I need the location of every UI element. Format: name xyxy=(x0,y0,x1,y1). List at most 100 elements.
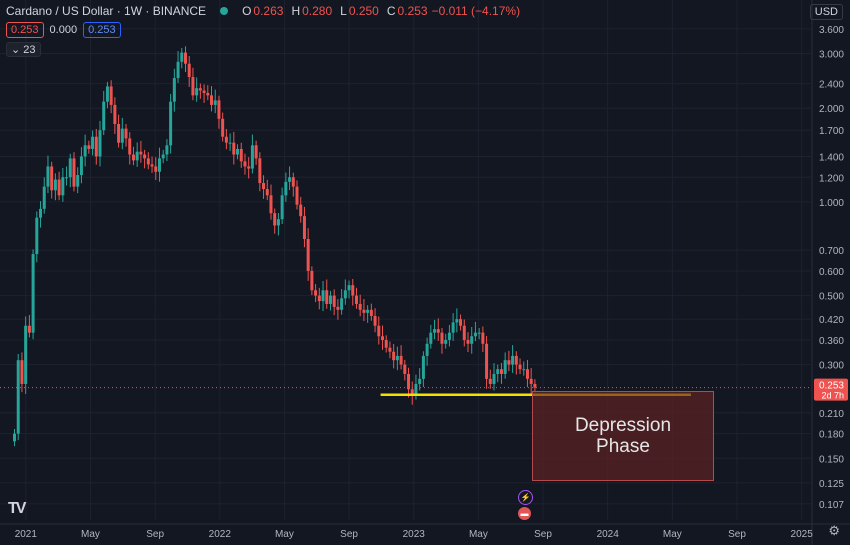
currency-button[interactable]: USD xyxy=(809,4,843,20)
candle xyxy=(124,123,128,147)
market-status-icon xyxy=(220,7,229,15)
candle-body xyxy=(366,309,370,313)
time-tick-label: Sep xyxy=(534,529,552,540)
buy-button[interactable]: 0.253 xyxy=(83,22,121,38)
candle-body xyxy=(288,177,292,182)
candle xyxy=(131,146,135,166)
candle-body xyxy=(217,100,221,119)
ohlc-open: O 0.263 xyxy=(238,4,283,18)
candle-body xyxy=(83,145,87,157)
candle xyxy=(522,361,526,376)
candle-body xyxy=(410,389,414,395)
price-tick-label: 3.600 xyxy=(819,25,844,36)
time-tick-label: May xyxy=(469,529,488,540)
candle xyxy=(477,328,481,340)
candle-body xyxy=(76,175,80,187)
candle-body xyxy=(421,355,425,379)
price-tick-label: 0.600 xyxy=(819,267,844,278)
candle-body xyxy=(381,336,385,340)
time-tick-label: 2024 xyxy=(597,529,620,540)
candle-body xyxy=(109,86,113,105)
candle-body xyxy=(310,270,314,291)
candle-body xyxy=(455,319,459,323)
candle xyxy=(135,142,139,167)
candle-body xyxy=(470,336,474,344)
chevron-down-icon: ⌄ xyxy=(11,44,21,56)
candle xyxy=(362,299,366,322)
candle-body xyxy=(146,158,150,165)
candle xyxy=(91,130,95,156)
candle-body xyxy=(306,238,310,271)
candle-body xyxy=(150,164,154,167)
candle xyxy=(418,368,422,391)
symbol-title[interactable]: Cardano / US Dollar · 1W · BINANCE xyxy=(6,4,207,18)
candle-body xyxy=(291,177,295,187)
candle-body xyxy=(321,290,325,302)
time-axis: 2021 May Sep 2022 May Sep 2023 May Sep 2024 May Sep… xyxy=(15,529,814,540)
candle-body xyxy=(39,208,43,218)
candle xyxy=(239,142,243,168)
candle xyxy=(262,175,266,199)
candle xyxy=(284,172,288,202)
candle-body xyxy=(20,360,24,384)
ohlc-high-value: 0.280 xyxy=(302,4,333,18)
candle-body xyxy=(131,154,135,161)
candle-body xyxy=(198,88,202,91)
candle xyxy=(518,358,522,375)
candle-body xyxy=(98,130,102,157)
candle-body xyxy=(273,213,277,226)
ohlc-low: L 0.250 xyxy=(336,4,379,18)
candle-body xyxy=(373,315,377,326)
last-price-label: 0.253 xyxy=(819,381,844,392)
candle-body xyxy=(525,369,529,379)
candle-body xyxy=(280,195,284,220)
time-tick-label: Sep xyxy=(340,529,358,540)
indicator-count: 23 xyxy=(23,44,36,56)
candle-body xyxy=(492,373,496,384)
candle-body xyxy=(258,158,262,184)
candle xyxy=(195,77,199,102)
candle-body xyxy=(403,364,407,374)
candle xyxy=(366,305,370,323)
candle xyxy=(172,68,176,112)
candle xyxy=(154,157,158,180)
candle xyxy=(473,321,477,342)
candle-body xyxy=(317,295,321,302)
candle xyxy=(325,279,329,309)
candle-body xyxy=(236,148,240,155)
candle-body xyxy=(117,123,121,143)
gear-icon[interactable]: ⚙ xyxy=(828,523,840,538)
ohlc-high: H 0.280 xyxy=(287,4,332,18)
candle-body xyxy=(135,151,139,161)
candle-body xyxy=(221,118,225,137)
time-tick-label: May xyxy=(81,529,100,540)
tradingview-logo[interactable]: TV xyxy=(8,500,27,518)
price-tick-label: 0.150 xyxy=(819,454,844,465)
candle xyxy=(351,278,355,306)
candle xyxy=(105,81,109,109)
candle xyxy=(206,85,210,101)
ohlc-close: C 0.253 xyxy=(383,4,428,18)
candle xyxy=(425,337,429,366)
candle-body xyxy=(176,61,180,79)
candle-body xyxy=(13,433,17,442)
candle-body xyxy=(161,154,165,159)
candle-body xyxy=(325,290,329,304)
indicators-toggle[interactable]: ⌄ 23 xyxy=(6,42,41,57)
sell-button[interactable]: 0.253 xyxy=(6,22,44,38)
time-tick-label: Sep xyxy=(146,529,164,540)
candle-body xyxy=(466,339,470,344)
candle-body xyxy=(485,343,489,379)
candle xyxy=(87,140,91,154)
candle xyxy=(146,152,150,170)
lightning-icon[interactable]: ⚡ xyxy=(518,490,533,505)
candle xyxy=(24,316,28,394)
candle xyxy=(169,93,173,154)
candle-body xyxy=(228,142,232,144)
candle xyxy=(31,249,35,340)
candle-body xyxy=(65,177,69,179)
flag-icon[interactable]: ▬ xyxy=(518,507,531,520)
candle xyxy=(429,324,433,349)
candle xyxy=(109,80,113,114)
